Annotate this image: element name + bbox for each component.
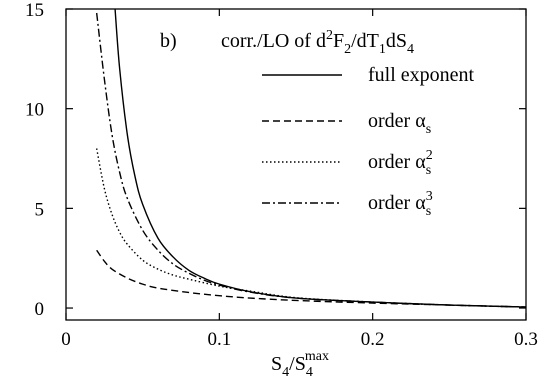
series-line-dashed [96,249,526,308]
x-axis-ticks: 0 0.1 0.2 0.3 [61,9,538,350]
y-axis-ticks: 0 5 10 15 [25,0,526,320]
series-layer [95,9,526,308]
series-line-dotted [95,148,526,308]
series-line-dashdot [95,12,526,308]
x-axis-title: S4/S4max [271,349,329,380]
panel-label: b) [160,30,177,52]
x-tick-label: 0 [61,329,71,350]
series-line-solid [114,9,526,308]
legend-label: order α2 s [368,148,433,178]
chart-title: corr./LO of d2F2/dT1dS4 [221,28,414,57]
x-tick-label: 0.2 [361,329,385,350]
y-tick-label: 15 [25,0,44,21]
legend-label: order αs [368,110,431,137]
y-tick-label: 10 [25,100,44,121]
legend: full exponent order αs order α2 s order α3 s [262,64,475,219]
legend-label: order α3 s [368,189,433,219]
plot-frame [65,8,527,321]
x-tick-label: 0.1 [207,329,231,350]
legend-label: full exponent [368,64,475,86]
y-tick-label: 0 [35,299,45,320]
y-tick-label: 5 [35,199,45,220]
x-tick-label: 0.3 [514,329,538,350]
